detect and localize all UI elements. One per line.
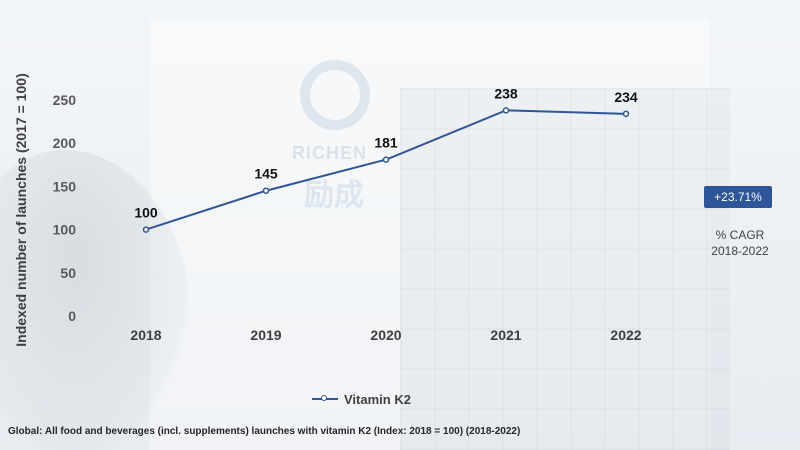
cagr-label: % CAGR 2018-2022 [700,227,780,259]
footnote: Global: All food and beverages (incl. su… [8,426,521,437]
data-point [142,226,150,233]
y-tick-label: 150 [53,178,77,194]
y-tick-label: 0 [68,308,76,324]
data-point [622,110,630,118]
background-logo-chinese: 励成 [304,179,364,212]
data-point [502,107,510,114]
series-line [145,109,627,231]
data-label: 100 [134,205,158,221]
legend: Vitamin K2 [312,390,411,408]
y-tick-label: 200 [53,135,77,151]
data-label: 238 [494,85,518,101]
cagr-label-line1: % CAGR [715,228,765,242]
x-axis-ticks: 2018 2019 2020 2021 2022 [130,327,641,343]
background-logo-text: RICHEN [292,143,368,163]
y-axis-ticks: 0 50 100 150 200 250 [53,92,77,324]
series-vitamin-k2 [142,107,630,233]
x-tick-label: 2019 [250,327,281,343]
background-logo-icon [300,60,370,130]
y-tick-label: 250 [53,92,77,108]
data-label: 145 [254,166,278,182]
x-tick-label: 2021 [490,327,521,343]
data-labels: 100 145 181 238 234 [134,85,638,220]
data-label: 181 [374,135,398,151]
legend-series-name: Vitamin K2 [344,391,411,407]
cagr-value-badge: +23.71% [704,186,772,208]
data-label: 234 [614,89,638,105]
data-point [382,156,390,163]
y-tick-label: 50 [60,265,76,281]
y-axis-title: Indexed number of launches (2017 = 100) [13,73,29,347]
y-tick-label: 100 [53,222,77,238]
data-point [262,187,270,194]
x-tick-label: 2022 [610,327,641,343]
legend-line-marker-icon [312,393,338,405]
x-tick-label: 2018 [130,327,161,343]
y-axis-title-group: Indexed number of launches (2017 = 100) [13,73,29,347]
background-glass-facade [400,88,730,450]
cagr-label-line2: 2018-2022 [711,244,769,258]
x-tick-label: 2020 [370,327,401,343]
